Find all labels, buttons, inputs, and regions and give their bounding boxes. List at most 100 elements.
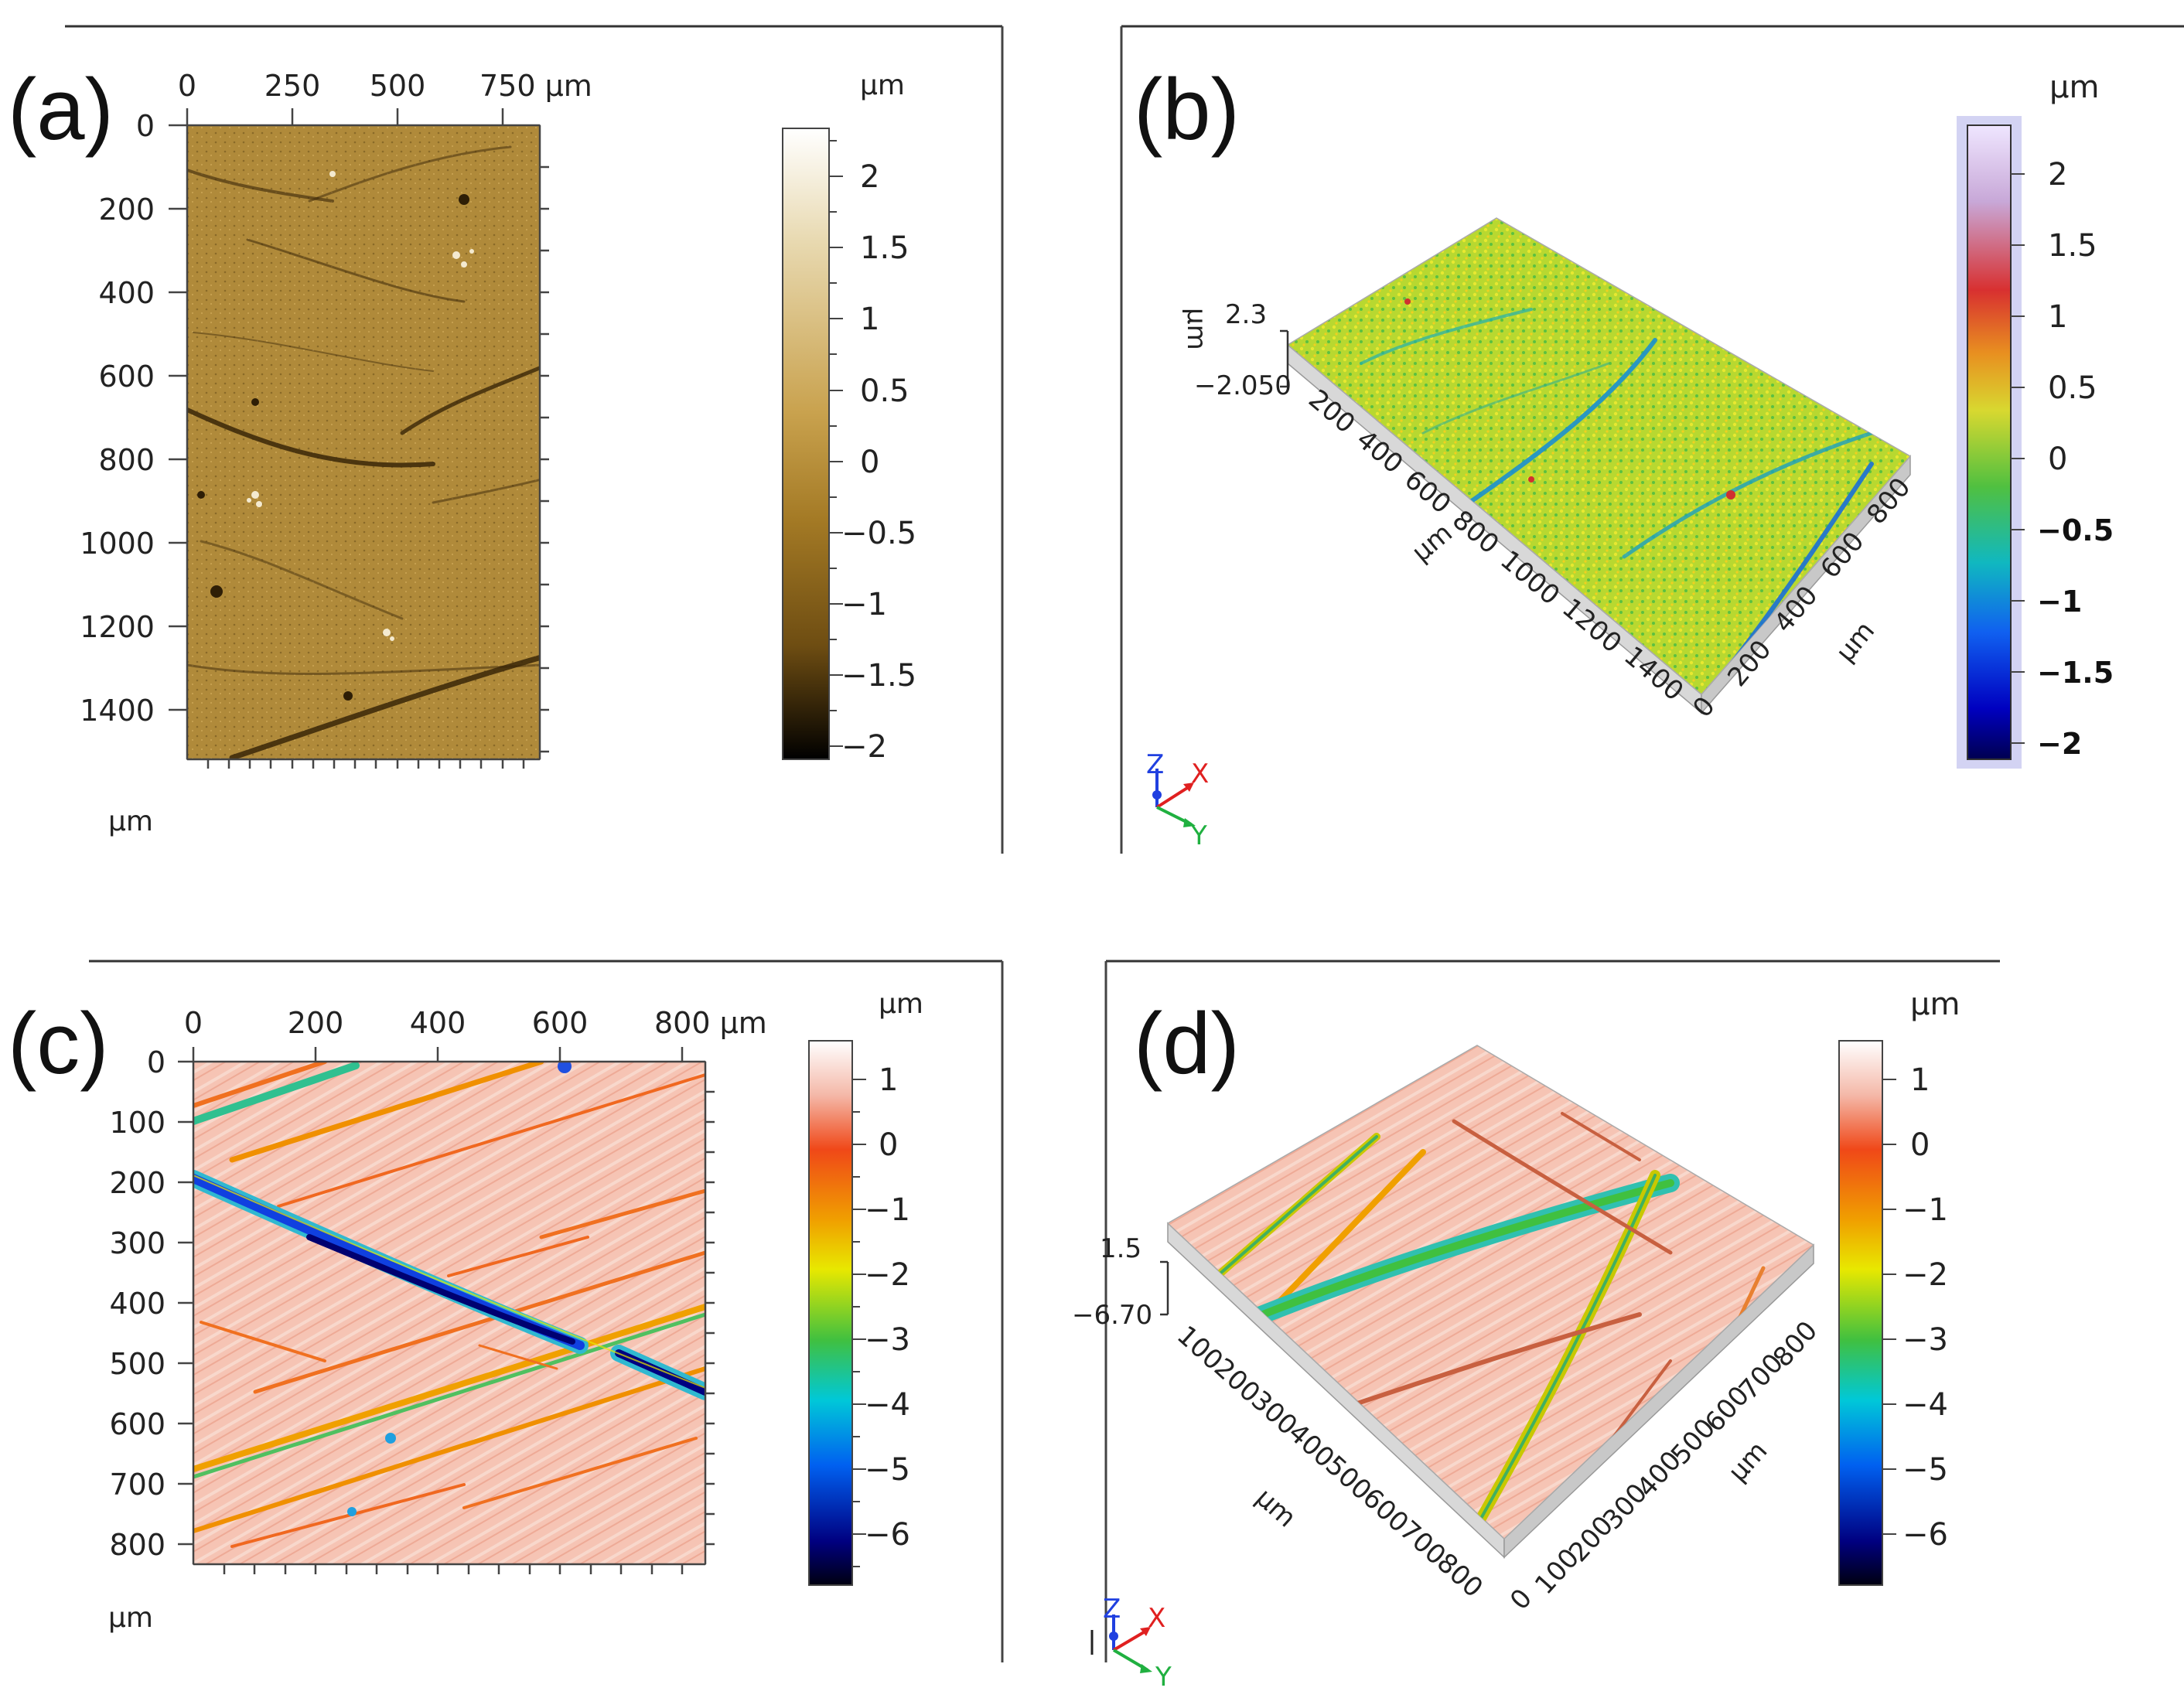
panel-b-triad-x: X [1191, 759, 1209, 789]
panel-c-y-tick: 500 [109, 1347, 166, 1381]
panel-d-colorbar-tick: −3 [1902, 1322, 1948, 1358]
panel-b-colorbar-unit: µm [2049, 70, 2099, 105]
panel-b-z-tick: −2.050 [1194, 370, 1292, 401]
panel-a-x-tick: 250 [264, 69, 321, 103]
panel-d-triad-x: X [1148, 1603, 1165, 1634]
panel-a-colorbar-tick: 2 [860, 159, 879, 195]
panel-c-axes [178, 1047, 715, 1574]
panel-a-y-tick: 1400 [80, 694, 155, 728]
panel-b-colorbar-tick: 1.5 [2048, 228, 2097, 264]
panel-a-colorbar-tick: −0.5 [841, 516, 916, 551]
panel-c-y-tick: 400 [109, 1287, 166, 1321]
panel-c-colorbar-tick: −5 [865, 1452, 910, 1488]
panel-c-colorbar-tick: −6 [865, 1517, 910, 1553]
panel-a-colorbar-tick: 1.5 [860, 230, 909, 266]
panel-c-y-tick: 700 [109, 1468, 166, 1502]
panel-d-colorbar-tick: −5 [1902, 1452, 1948, 1488]
panel-a-y-tick: 0 [136, 109, 155, 143]
panel-d-colorbar: µm 1 0 −1 −2 −3 −4 −5 −6 [1838, 987, 1960, 1586]
panel-d-colorbar-tick: 1 [1910, 1062, 1930, 1098]
panel-d-axis-triad: Z X Y [1090, 1594, 1172, 1693]
panel-c-y-tick: 800 [109, 1528, 166, 1562]
panel-d-colorbar-tick: −2 [1902, 1257, 1948, 1293]
panel-a-y-tick: 1200 [80, 610, 155, 644]
panel-b-axis-triad: Z X Y [1146, 749, 1209, 851]
panel-a-x-ticks: 0 250 500 750 µm [178, 69, 592, 103]
panel-b: (b) µm 2.3 −2.050 [1134, 61, 2114, 851]
panel-frames [65, 25, 2184, 1662]
panel-c-y-tick: 600 [109, 1407, 166, 1441]
panel-a-colorbar: µm 2 1.5 1 0.5 0 −0.5 −1 −1.5 −2 [782, 70, 916, 765]
panel-a-x-tick: 500 [370, 69, 426, 103]
panel-c-x-tick: 0 [184, 1006, 203, 1040]
panel-c-y-tick: 200 [109, 1166, 166, 1200]
panel-b-colorbar-tick: −1.5 [2037, 656, 2114, 690]
panel-b-colorbar-tick: 2 [2048, 157, 2067, 193]
panel-d-triad-y: Y [1155, 1662, 1172, 1693]
panel-a-x-tick: 0 [178, 69, 196, 103]
panel-c-y-tick: 300 [109, 1226, 166, 1260]
panel-d-corner-tick: 0 [1504, 1583, 1538, 1616]
panel-d-z-tick: −6.70 [1072, 1300, 1152, 1331]
panel-d-3d-surface [1166, 1045, 1815, 1559]
panel-c-axis-unit: µm [108, 1602, 153, 1634]
panel-b-triad-z: Z [1146, 749, 1164, 780]
panel-c-colorbar: µm 1 0 −1 −2 −3 −4 −5 −6 [808, 988, 923, 1586]
panel-d-colorbar-unit: µm [1910, 987, 1960, 1022]
panel-c-x-tick: 200 [288, 1006, 344, 1040]
panel-a-axis-unit: µm [108, 806, 153, 837]
panel-c-colorbar-unit: µm [879, 988, 923, 1020]
panel-b-triad-y: Y [1190, 820, 1207, 851]
panel-c-x-tick: 600 [532, 1006, 589, 1040]
panel-b-3d-surface [1286, 217, 1912, 714]
panel-a-y-tick: 1000 [80, 527, 155, 561]
panel-d-right-unit: µm [1722, 1436, 1773, 1488]
panel-a-axes [169, 108, 549, 769]
panel-a-y-ticks: 0 200 400 600 800 1000 1200 1400 [80, 109, 155, 728]
panel-c-label: (c) [8, 995, 109, 1092]
panel-a-colorbar-tick: 0.5 [860, 373, 909, 409]
panel-b-z-tick: 2.3 [1225, 299, 1267, 330]
panel-b-colorbar-tick: 1 [2048, 299, 2067, 335]
panel-c-colorbar-tick: −3 [865, 1322, 910, 1358]
panel-a-colorbar-tick: −1.5 [841, 658, 916, 694]
panel-c-x-ticks: 0 200 400 600 800 µm [184, 1006, 767, 1040]
panel-b-short-unit: µm [1830, 615, 1881, 668]
panel-a-colorbar-tick: −1 [841, 587, 887, 622]
panel-d-colorbar-tick: −6 [1902, 1517, 1948, 1553]
panel-a-y-tick: 600 [98, 360, 155, 394]
panel-c-colorbar-tick: −1 [865, 1192, 910, 1228]
panel-d-colorbar-tick: −1 [1902, 1192, 1948, 1228]
panel-b-colorbar-tick: −1 [2037, 585, 2082, 619]
panel-b-label: (b) [1134, 61, 1240, 158]
panel-a-colorbar-tick: 1 [860, 302, 879, 337]
panel-c-y-tick: 0 [147, 1045, 166, 1079]
panel-a: (a) [8, 61, 916, 837]
panel-d-label: (d) [1134, 995, 1240, 1092]
panel-b-z-axis [1280, 329, 1289, 388]
panel-c-colorbar-tick: −2 [865, 1257, 910, 1293]
panel-d-colorbar-tick: 0 [1910, 1127, 1930, 1163]
panel-a-label: (a) [8, 61, 114, 158]
panel-d: (d) 1.5 [1072, 987, 1960, 1693]
panel-c-height-map [193, 1061, 706, 1565]
panel-a-colorbar-unit: µm [860, 70, 905, 101]
panel-d-z-tick: 1.5 [1100, 1233, 1141, 1264]
panel-c-y-tick: 100 [109, 1106, 166, 1140]
panel-a-y-tick: 800 [98, 443, 155, 477]
panel-b-colorbar-tick: −0.5 [2037, 513, 2114, 547]
panel-b-colorbar-tick: 0.5 [2048, 370, 2097, 406]
panel-d-z-axis [1160, 1260, 1169, 1316]
panel-c-x-tick: 400 [410, 1006, 466, 1040]
panel-a-colorbar-tick: −2 [841, 729, 887, 765]
panel-b-z-unit: µm [1181, 308, 1212, 350]
panel-c-x-tick: 800 µm [654, 1006, 767, 1040]
panel-d-left-unit: µm [1250, 1482, 1302, 1533]
panel-a-y-tick: 200 [98, 193, 155, 227]
panel-a-x-tick: 750 µm [479, 69, 592, 103]
panel-c-colorbar-tick: 1 [879, 1062, 898, 1098]
panel-a-colorbar-tick: 0 [860, 445, 879, 480]
panel-b-colorbar-tick: −2 [2037, 727, 2082, 761]
panel-b-colorbar-tick: 0 [2048, 442, 2067, 477]
